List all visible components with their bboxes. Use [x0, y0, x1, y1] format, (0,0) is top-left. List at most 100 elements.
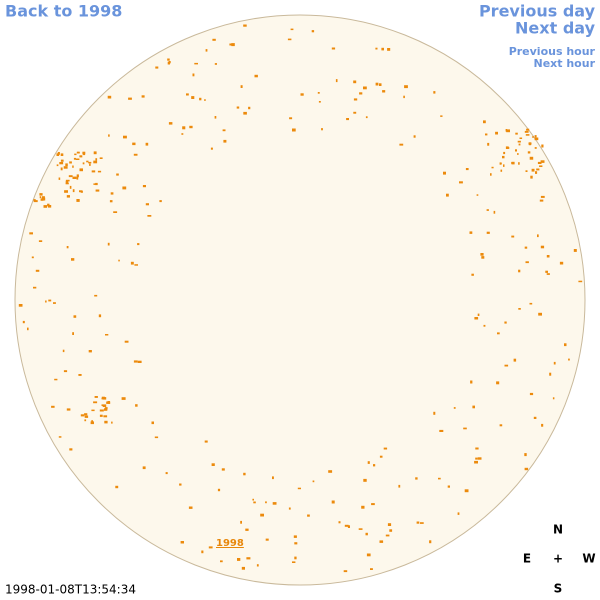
speckle [86, 160, 89, 163]
speckle [292, 561, 296, 563]
speckle [483, 324, 486, 327]
speckle [204, 440, 208, 443]
speckle [359, 92, 363, 95]
speckle [130, 261, 134, 265]
speckle [199, 97, 202, 101]
speckle [540, 160, 545, 163]
speckle [420, 522, 424, 524]
solar-disk [14, 14, 586, 586]
speckle [573, 249, 577, 252]
speckle [134, 264, 138, 266]
speckle [62, 349, 65, 353]
speckle [293, 535, 297, 538]
speckle [38, 240, 43, 242]
speckle [346, 118, 349, 121]
speckle [194, 62, 198, 65]
speckle [382, 90, 386, 93]
speckle [338, 521, 341, 524]
speckle [317, 92, 320, 94]
speckle [236, 106, 240, 109]
speckle [83, 152, 85, 156]
speckle [93, 160, 98, 164]
speckle [181, 133, 184, 135]
speckle [180, 541, 184, 544]
speckle [42, 196, 45, 199]
speckle [147, 215, 152, 217]
speckle [370, 568, 373, 570]
speckle [231, 43, 235, 47]
speckle [519, 137, 523, 139]
next-hour-link[interactable]: Next hour [534, 57, 596, 70]
speckle [287, 38, 292, 41]
speckle [101, 396, 105, 400]
speckle [243, 24, 247, 27]
speckle [76, 176, 79, 180]
speckle [453, 407, 456, 409]
speckle [66, 195, 70, 198]
speckle [33, 200, 38, 203]
speckle [240, 520, 242, 524]
next-day-link[interactable]: Next day [515, 19, 596, 38]
speckle [241, 566, 245, 570]
speckle [379, 83, 382, 86]
speckle [433, 91, 436, 94]
speckle [132, 142, 136, 146]
speckle [253, 501, 256, 504]
speckle [518, 162, 520, 165]
speckle [546, 273, 550, 275]
speckle [133, 360, 138, 363]
speckle [79, 168, 83, 172]
speckle [68, 175, 73, 178]
speckle [229, 43, 233, 46]
speckle [168, 122, 173, 125]
speckle [464, 489, 469, 493]
speckle [211, 463, 215, 466]
speckle [568, 358, 570, 361]
speckle [413, 135, 416, 138]
speckle [76, 174, 79, 178]
back-link[interactable]: Back to 1998 [5, 2, 122, 21]
speckle [186, 93, 189, 96]
speckle [66, 246, 69, 249]
speckle [77, 151, 80, 154]
speckle [537, 234, 539, 238]
speckle [99, 409, 104, 412]
speckle [513, 358, 517, 362]
speckle [72, 165, 74, 168]
previous-day-link[interactable]: Previous day [479, 2, 596, 21]
speckle [220, 560, 223, 563]
speckle [457, 512, 460, 515]
speckle [27, 327, 29, 331]
speckle [221, 468, 225, 471]
speckle [367, 461, 370, 464]
speckle [128, 97, 132, 100]
speckle [541, 423, 544, 427]
speckle [252, 498, 254, 501]
previous-hour-link[interactable]: Previous hour [509, 45, 596, 58]
speckle [328, 470, 333, 473]
speckle [518, 269, 521, 273]
speckle [93, 401, 98, 404]
disk-label[interactable]: 1998 [216, 538, 244, 549]
speckle [524, 453, 527, 457]
speckle [536, 168, 540, 171]
speckle [80, 414, 85, 417]
speckle [137, 243, 140, 246]
speckle [446, 193, 449, 197]
speckle [73, 157, 76, 160]
speckle [480, 253, 484, 256]
speckle [142, 185, 146, 188]
speckle [91, 420, 93, 423]
speckle [65, 179, 70, 182]
speckle [373, 464, 376, 467]
speckle [72, 176, 77, 179]
speckle [474, 460, 478, 464]
speckle [524, 246, 528, 249]
speckle [505, 146, 509, 149]
speckle [416, 521, 420, 524]
speckle [58, 177, 61, 180]
speckle [415, 477, 418, 480]
speckle [447, 485, 450, 488]
speckle [312, 480, 315, 483]
